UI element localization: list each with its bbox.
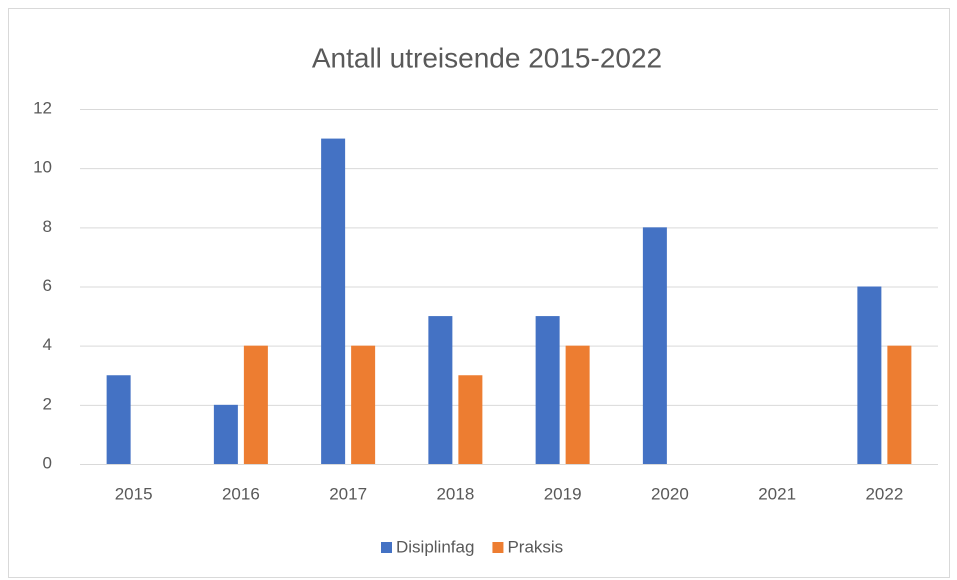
y-tick-label: 10 (33, 158, 52, 177)
bar (321, 138, 346, 465)
bar (428, 316, 453, 464)
bar (642, 227, 667, 464)
bar (857, 286, 882, 464)
bar (535, 316, 560, 464)
x-tick-label: 2021 (758, 484, 796, 503)
bar (106, 375, 131, 464)
bar (458, 375, 483, 464)
x-tick-label: 2020 (651, 484, 689, 503)
y-tick-label: 0 (43, 453, 52, 472)
bar (887, 345, 912, 464)
x-tick-label: 2018 (436, 484, 474, 503)
y-tick-label: 4 (43, 335, 52, 354)
y-tick-label: 8 (43, 217, 52, 236)
chart-title: Antall utreisende 2015-2022 (312, 42, 662, 73)
x-tick-label: 2015 (115, 484, 153, 503)
legend-label: Disiplinfag (396, 537, 474, 556)
y-tick-label: 12 (33, 98, 52, 117)
x-tick-label: 2016 (222, 484, 260, 503)
bar (351, 345, 376, 464)
x-tick-label: 2017 (329, 484, 367, 503)
y-tick-label: 2 (43, 394, 52, 413)
x-tick-label: 2022 (865, 484, 903, 503)
chart-border (8, 8, 950, 578)
bar (243, 345, 268, 464)
bar (565, 345, 590, 464)
x-tick-label: 2019 (544, 484, 582, 503)
y-tick-label: 6 (43, 276, 52, 295)
legend-swatch (492, 542, 504, 553)
bar (213, 404, 238, 464)
legend-swatch (381, 542, 392, 553)
legend-label: Praksis (507, 537, 563, 556)
